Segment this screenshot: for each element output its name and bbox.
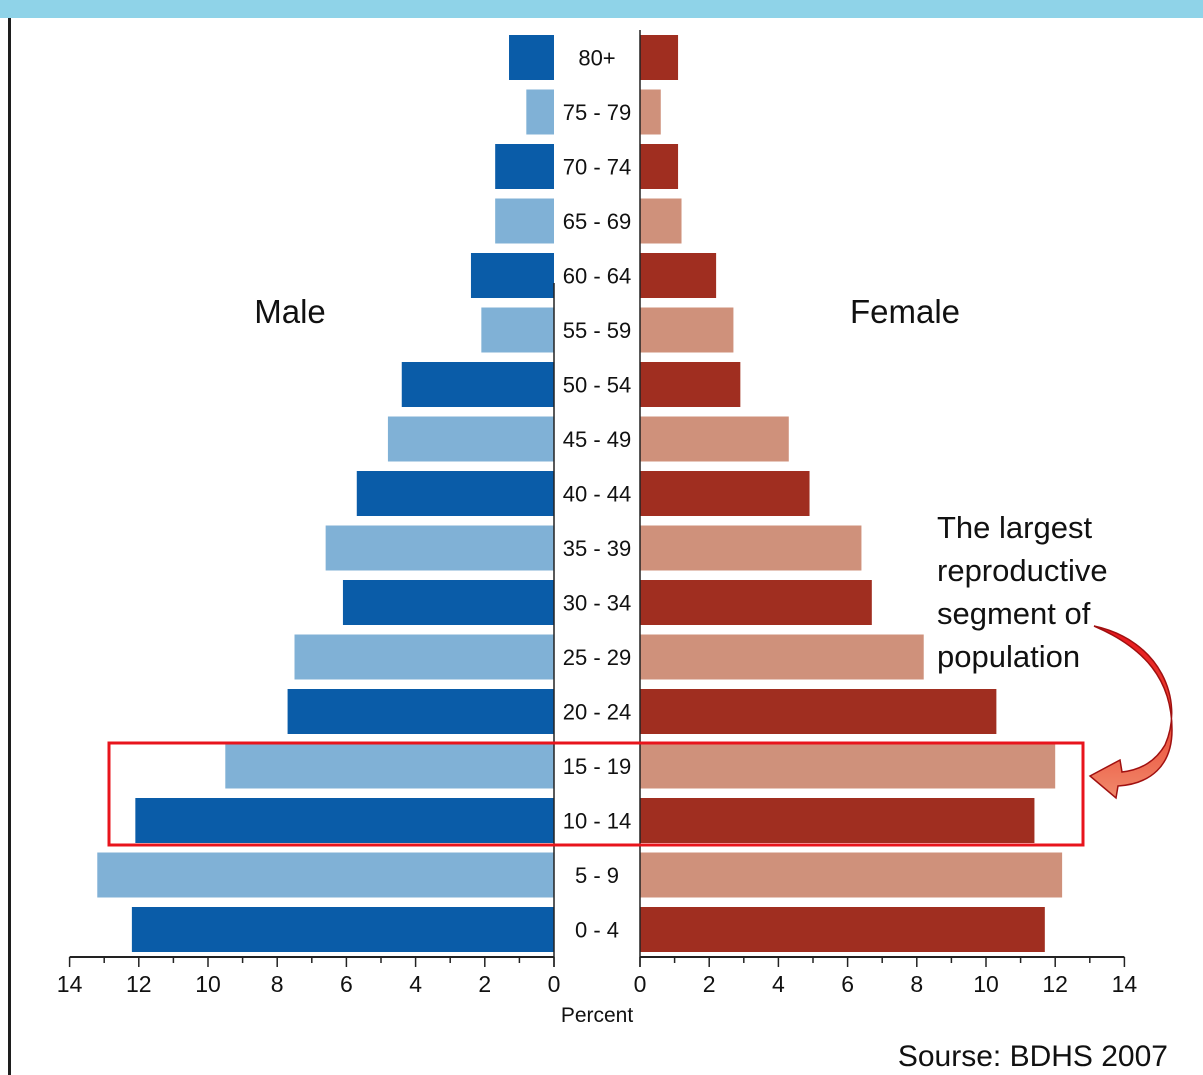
- highlight-box: [107, 741, 1085, 847]
- male-bar-7: [387, 416, 554, 462]
- female-bar-11: [640, 634, 924, 680]
- age-label-11: 25 - 29: [563, 645, 632, 670]
- age-label-3: 65 - 69: [563, 209, 632, 234]
- male-bar-1: [526, 89, 554, 135]
- x-axis-label: Percent: [561, 1004, 634, 1027]
- female-tick-label-6: 6: [841, 971, 854, 997]
- male-bar-2: [495, 144, 554, 189]
- male-tick-label-10: 10: [195, 971, 221, 997]
- left-border-rule: [8, 18, 11, 1075]
- female-bar-5: [640, 307, 734, 353]
- male-bar-3: [495, 198, 554, 244]
- male-bar-12: [287, 689, 554, 734]
- annotation-group: The largest reproductive segment of populat…: [937, 510, 1108, 674]
- age-label-0: 80+: [578, 46, 615, 71]
- male-tick-label-12: 12: [126, 971, 152, 997]
- male-tick-label-8: 8: [271, 971, 284, 997]
- age-label-5: 55 - 59: [563, 318, 632, 343]
- female-tick-label-0: 0: [634, 971, 647, 997]
- female-tick-label-2: 2: [703, 971, 716, 997]
- series-label-female: Female: [850, 293, 960, 330]
- female-bar-4: [640, 253, 717, 298]
- female-bars-group: [640, 35, 1063, 952]
- male-bar-11: [294, 634, 554, 680]
- male-tick-label-6: 6: [340, 971, 353, 997]
- female-bar-7: [640, 416, 789, 462]
- female-tick-label-4: 4: [772, 971, 785, 997]
- age-label-1: 75 - 79: [563, 100, 632, 125]
- male-bar-4: [470, 253, 554, 298]
- age-label-15: 5 - 9: [575, 863, 619, 888]
- female-bar-6: [640, 362, 741, 407]
- female-bar-13: [640, 743, 1056, 789]
- female-bar-15: [640, 852, 1063, 898]
- male-bar-10: [342, 580, 554, 625]
- female-bar-10: [640, 580, 872, 625]
- source-note: Sourse: BDHS 2007: [898, 1040, 1168, 1073]
- curved-arrow-icon: [1088, 625, 1173, 800]
- top-accent-bar: [0, 0, 1203, 18]
- female-tick-label-10: 10: [973, 971, 999, 997]
- female-bar-14: [640, 798, 1035, 843]
- female-bar-8: [640, 471, 810, 516]
- male-bar-13: [225, 743, 555, 789]
- male-bars-group: [97, 35, 555, 952]
- male-tick-label-14: 14: [57, 971, 83, 997]
- arrow-shape: [1088, 625, 1173, 800]
- age-label-9: 35 - 39: [563, 536, 632, 561]
- age-label-2: 70 - 74: [563, 155, 632, 180]
- male-tick-label-4: 4: [409, 971, 422, 997]
- age-label-12: 20 - 24: [563, 700, 632, 725]
- annotation-text: The largest reproductive segment of populat…: [937, 510, 1108, 674]
- age-label-4: 60 - 64: [563, 264, 632, 289]
- age-label-16: 0 - 4: [575, 918, 619, 943]
- male-bar-8: [356, 471, 554, 516]
- male-bar-6: [401, 362, 554, 407]
- age-label-10: 30 - 34: [563, 591, 632, 616]
- female-bar-9: [640, 525, 862, 571]
- age-label-13: 15 - 19: [563, 754, 632, 779]
- female-bar-2: [640, 144, 679, 189]
- female-bar-12: [640, 689, 997, 734]
- age-label-14: 10 - 14: [563, 809, 632, 834]
- female-bar-16: [640, 907, 1045, 952]
- male-bar-14: [135, 798, 554, 843]
- female-tick-label-14: 14: [1112, 971, 1138, 997]
- age-label-8: 40 - 44: [563, 482, 632, 507]
- axes-group: 0 0 2 2 4 4 6 6 8 8 10 10 12 12 14 14: [57, 30, 1138, 997]
- male-tick-label-0: 0: [548, 971, 561, 997]
- male-bar-9: [325, 525, 554, 571]
- female-bar-3: [640, 198, 682, 244]
- age-label-7: 45 - 49: [563, 427, 632, 452]
- age-labels-group: 80+ 75 - 79 70 - 74 65 - 69 60 - 64 55 - 59 50…: [563, 46, 632, 943]
- series-label-male: Male: [254, 293, 326, 330]
- male-bar-15: [97, 852, 554, 898]
- male-bar-0: [509, 35, 554, 80]
- female-tick-label-12: 12: [1042, 971, 1068, 997]
- female-bar-0: [640, 35, 679, 80]
- female-bar-1: [640, 89, 661, 135]
- male-bar-16: [131, 907, 554, 952]
- male-tick-label-2: 2: [478, 971, 491, 997]
- age-label-6: 50 - 54: [563, 373, 632, 398]
- female-tick-label-8: 8: [910, 971, 923, 997]
- male-bar-5: [481, 307, 554, 353]
